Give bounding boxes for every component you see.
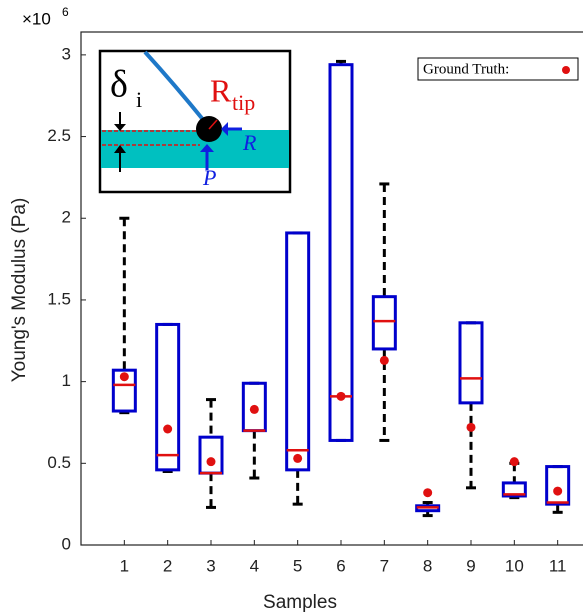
y-tick-label: 3 [62, 44, 71, 63]
box [545, 465, 571, 506]
ground-truth-point [249, 404, 259, 414]
x-tick-label: 4 [250, 556, 259, 575]
y-tick-label: 2 [62, 208, 71, 227]
box [155, 322, 181, 472]
ground-truth-point [423, 488, 433, 498]
x-tick-label: 1 [120, 556, 129, 575]
x-tick-label: 3 [206, 556, 215, 575]
exponent-base: ×10 [22, 9, 51, 28]
ground-truth-point [163, 424, 173, 434]
x-tick-label: 7 [380, 556, 389, 575]
box [501, 481, 527, 498]
ground-truth-point [119, 372, 129, 382]
box [111, 368, 137, 413]
x-axis-label: Samples [263, 592, 337, 613]
legend-marker [562, 66, 570, 74]
ground-truth-point [553, 486, 563, 496]
legend-label: Ground Truth: [423, 61, 509, 77]
x-tick-label: 9 [466, 556, 475, 575]
x-tick-label: 8 [423, 556, 432, 575]
exponent-power: 6 [62, 5, 69, 19]
inset: δ i R tip R P [98, 49, 292, 194]
x-tick-label: 6 [336, 556, 345, 575]
y-axis-label: Young's Modulus (Pa) [9, 198, 30, 383]
x-tick-label: 10 [505, 556, 524, 575]
box [458, 321, 484, 405]
ground-truth-point [206, 457, 216, 467]
y-tick-label: 0.5 [47, 453, 71, 472]
inset-p: P [202, 165, 216, 190]
y-tick-label: 1 [62, 371, 71, 390]
x-tick-label: 5 [293, 556, 302, 575]
ground-truth-point [336, 391, 346, 401]
legend: Ground Truth: [417, 57, 579, 81]
box [285, 231, 311, 472]
x-tick-label: 2 [163, 556, 172, 575]
ground-truth-point [379, 355, 389, 365]
x-tick-label: 11 [549, 556, 567, 575]
box [371, 295, 397, 351]
y-tick-label: 1.5 [47, 289, 71, 308]
inset-delta-sub: i [136, 87, 142, 112]
inset-delta: δ [110, 64, 128, 106]
ground-truth-point [509, 457, 519, 467]
ground-truth-point [466, 422, 476, 432]
y-tick-label: 0 [62, 534, 71, 553]
box [198, 435, 224, 475]
y-tick-label: 2.5 [47, 126, 71, 145]
inset-rtip-sub: tip [232, 90, 255, 115]
ground-truth-point [293, 453, 303, 463]
inset-rtip: R [210, 72, 232, 108]
box [328, 63, 354, 442]
inset-r: R [242, 130, 257, 155]
